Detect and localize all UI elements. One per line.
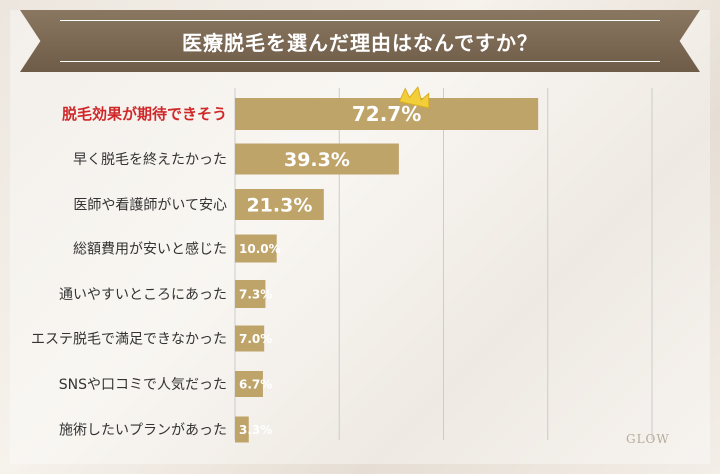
value-label-6: 6.7% (239, 377, 272, 391)
category-label-1: 早く脱毛を終えたかった (73, 152, 227, 168)
bar-3 (235, 234, 277, 263)
category-label-7: 施術したいプランがあった (59, 423, 227, 439)
value-label-1: 39.3% (284, 149, 350, 171)
chart-title: 医療脱毛を選んだ理由はなんですか？ (182, 30, 538, 55)
category-label-4: 通いやすいところにあった (59, 287, 227, 303)
bar-7 (235, 416, 249, 443)
bar-4 (235, 280, 266, 308)
chart-card (10, 10, 710, 464)
crown-icon (398, 86, 430, 109)
value-label-4: 7.3% (239, 287, 272, 301)
value-label-7: 3.3% (239, 423, 272, 437)
category-label-5: エステ脱毛で満足できなかった (31, 332, 227, 348)
value-label-0: 72.7% (352, 102, 421, 126)
category-label-3: 総額費用が安いと感じた (73, 241, 227, 258)
watermark-logo: GLOW (626, 432, 670, 446)
value-label-2: 21.3% (246, 194, 312, 216)
category-label-2: 医師や看護師がいて安心 (73, 198, 227, 214)
title-rule-bottom (60, 61, 660, 62)
bar-5 (235, 325, 265, 352)
bar-1 (235, 143, 399, 175)
title-rule-top (60, 20, 660, 21)
bar-2 (235, 189, 324, 220)
value-label-5: 7.0% (239, 332, 272, 346)
title-banner: 医療脱毛を選んだ理由はなんですか？ (20, 10, 700, 72)
category-label-0: 脱毛効果が期待できそう (62, 105, 227, 123)
bar-0 (235, 98, 539, 130)
bar-6 (235, 371, 263, 397)
value-label-3: 10.0% (239, 242, 281, 256)
category-label-6: SNSや口コミで人気だった (59, 377, 227, 393)
